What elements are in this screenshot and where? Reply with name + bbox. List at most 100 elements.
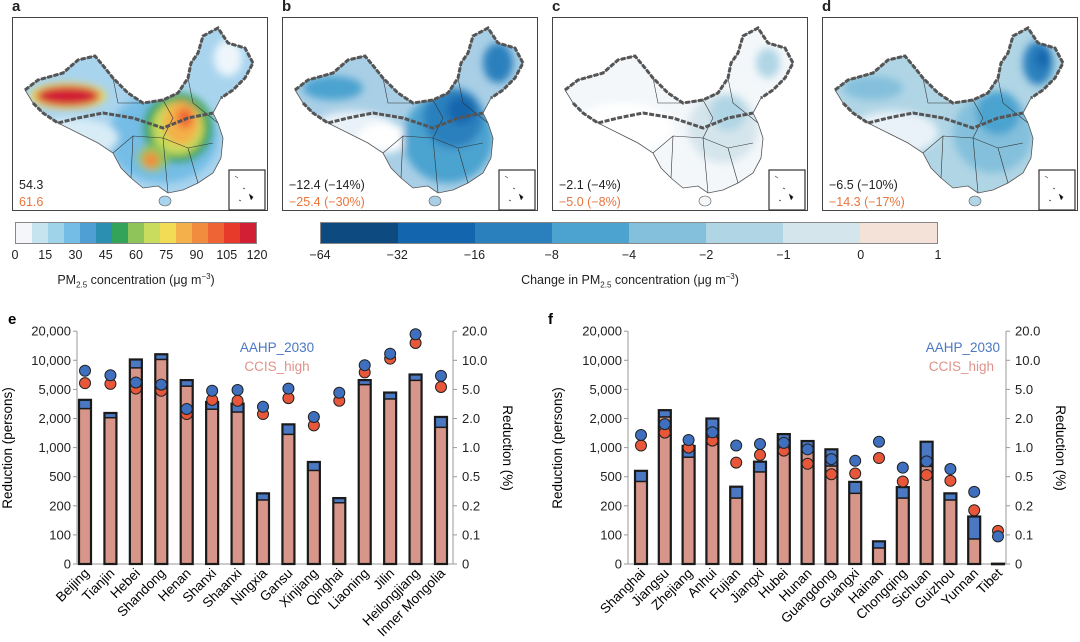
dot-aahp-2030 <box>873 435 885 448</box>
dot-aahp-2030 <box>435 369 447 382</box>
bar-outline <box>871 540 887 566</box>
bar-ccis-high <box>944 500 957 564</box>
south-china-sea-inset <box>1038 169 1076 211</box>
bar-outline <box>383 391 398 566</box>
colorbar-swatch <box>32 223 48 243</box>
colorbar-swatch <box>224 223 240 243</box>
category-label: Gansu <box>257 566 296 605</box>
bar-aahp-2030 <box>706 418 719 444</box>
dot-aahp-2030 <box>333 386 346 399</box>
dot-aahp-2030 <box>706 426 719 439</box>
bar-outline <box>824 448 839 566</box>
category-label: Shanghai <box>597 566 648 617</box>
map-panel-b: −12.4 (−14%) −25.4 (−30%) <box>282 17 538 211</box>
category-label: Tibet <box>974 565 1006 597</box>
y2-axis-label: Reduction (%) <box>500 405 515 491</box>
y-tick-label: 20,000 <box>31 324 71 339</box>
y-tick-label: 10,000 <box>31 353 71 368</box>
category-label: Jiangsu <box>628 566 672 610</box>
y-tick-label: 0 <box>615 557 622 572</box>
y-tick-label: 1,000 <box>38 440 71 455</box>
bar-ccis-high <box>896 498 909 564</box>
bar-aahp-2030 <box>920 441 933 467</box>
dot-aahp-2030 <box>801 443 814 456</box>
colorbar-swatch <box>860 223 937 243</box>
y-tick-label: 20,000 <box>582 324 622 339</box>
bar-outline <box>281 423 296 566</box>
category-label: Henan <box>155 566 194 605</box>
colorbar-swatch <box>475 223 552 243</box>
title-part: concentration (μg m <box>611 273 726 288</box>
bar-aahp-2030 <box>257 493 269 501</box>
y-tick-label: 2,000 <box>589 411 622 426</box>
colorbar-tick: −32 <box>386 248 408 262</box>
dot-aahp-2030 <box>104 369 117 382</box>
bar-ccis-high <box>873 547 885 564</box>
y-axis-label: Reduction (persons) <box>550 387 565 509</box>
bar-ccis-high <box>282 434 295 564</box>
category-label: Shaanxi <box>200 566 245 611</box>
bar-aahp-2030 <box>155 354 168 360</box>
dot-ccis-high <box>333 394 346 407</box>
dot-ccis-high <box>358 366 371 379</box>
bar-aahp-2030 <box>825 449 838 467</box>
map-panel-d: −6.5 (−10%) −14.3 (−17%) <box>822 17 1078 211</box>
legend-aahp: AAHP_2030 <box>926 340 1000 355</box>
bar-outline <box>705 417 720 566</box>
bar-outline <box>306 460 321 566</box>
y2-tick-label: 0.5 <box>462 469 480 484</box>
bar-ccis-high <box>920 466 933 564</box>
y-tick-label: 0 <box>64 557 71 572</box>
category-label: Hainan <box>845 566 886 607</box>
title-part: ) <box>210 273 215 288</box>
bar-aahp-2030 <box>206 401 219 410</box>
map-value-black: −6.5 (−10%) <box>829 178 898 192</box>
category-label: Guangdong <box>778 566 839 627</box>
bar-ccis-high <box>777 442 790 564</box>
bar-ccis-high <box>754 471 766 564</box>
colorbar-tick: 60 <box>129 248 143 262</box>
title-part: concentration (μg m <box>87 273 202 288</box>
dot-ccis-high <box>730 456 743 469</box>
bar-outline <box>657 409 672 566</box>
bar-aahp-2030 <box>231 403 244 413</box>
bar-aahp-2030 <box>777 434 790 443</box>
category-label: Inner Mongolia <box>374 565 448 639</box>
bar-outline <box>154 353 169 566</box>
bar-ccis-high <box>104 417 117 564</box>
bar-ccis-high <box>658 416 671 564</box>
title-part: Change in PM <box>521 273 601 288</box>
colorbar-swatch <box>80 223 96 243</box>
dot-aahp-2030 <box>206 384 219 397</box>
category-label: Shandong <box>114 566 168 620</box>
y2-tick-label: 10.0 <box>1015 353 1040 368</box>
colorbar-swatch <box>783 223 860 243</box>
y-tick-label: 10,000 <box>582 353 622 368</box>
bar-aahp-2030 <box>104 412 117 418</box>
dot-aahp-2030 <box>129 376 142 389</box>
dot-aahp-2030 <box>992 530 1004 543</box>
colorbar-tick: −8 <box>544 248 559 262</box>
y-tick-label: 5,000 <box>589 382 622 397</box>
dot-ccis-high <box>180 408 193 421</box>
dot-aahp-2030 <box>849 454 862 467</box>
y2-tick-label: 1.0 <box>462 440 480 455</box>
colorbar-tick: 75 <box>159 248 174 262</box>
legend-ccis: CCIS_high <box>244 359 309 374</box>
dot-aahp-2030 <box>307 410 320 423</box>
bar-outline <box>633 469 649 566</box>
bar-ccis-high <box>79 408 91 564</box>
y2-tick-label: 1.0 <box>1015 440 1033 455</box>
bar-ccis-high <box>307 470 320 564</box>
dot-ccis-high <box>849 467 862 480</box>
colorbar-swatch <box>321 223 398 243</box>
bar-ccis-high <box>257 500 269 564</box>
colorbar-tick: 0 <box>857 248 865 262</box>
y2-tick-label: 0.5 <box>1015 469 1033 484</box>
colorbar-swatch <box>552 223 629 243</box>
y2-tick-label: 2.0 <box>1015 411 1033 426</box>
panel-label-e: e <box>8 311 16 328</box>
dot-ccis-high <box>104 377 117 390</box>
y-tick-label: 1,000 <box>589 440 622 455</box>
